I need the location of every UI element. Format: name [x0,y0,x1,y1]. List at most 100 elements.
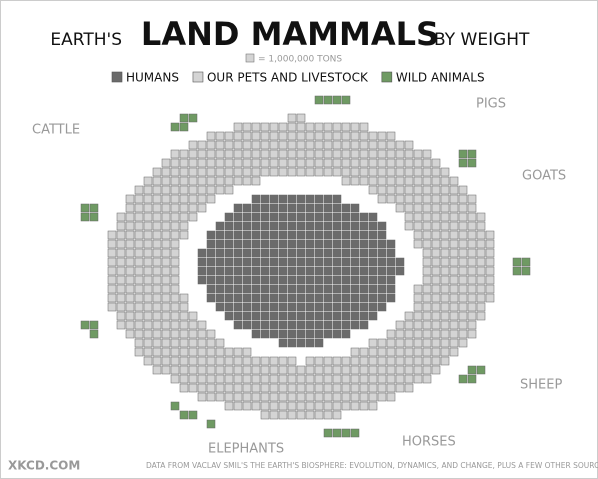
unit-square [161,176,171,186]
unit-square [170,185,180,195]
unit-square [134,203,144,213]
unit-square [161,284,171,294]
unit-square [359,149,369,159]
unit-square [287,410,297,420]
unit-square [179,167,189,177]
unit-square [224,383,234,393]
unit-square [161,248,171,258]
unit-square [107,239,117,249]
unit-square [305,275,315,285]
unit-square [440,176,450,186]
unit-square [287,302,297,312]
unit-square [476,302,486,312]
unit-square [476,311,486,321]
unit-square [188,338,198,348]
unit-square [422,266,432,276]
unit-square [341,257,351,267]
unit-square [242,320,252,330]
unit-square [296,167,306,177]
unit-square [170,293,180,303]
unit-square [341,203,351,213]
unit-square [197,140,207,150]
unit-square [458,293,468,303]
unit-square [170,176,180,186]
unit-square [269,203,279,213]
unit-square [314,374,324,384]
unit-square [107,266,117,276]
unit-square [512,257,522,267]
unit-square [179,194,189,204]
unit-square [233,320,243,330]
unit-square [287,365,297,375]
legend-label: WILD ANIMALS [396,71,485,85]
unit-square [242,347,252,357]
unit-square [350,365,360,375]
unit-square [287,239,297,249]
unit-square [152,329,162,339]
unit-square [431,230,441,240]
unit-square [260,131,270,141]
unit-square [377,140,387,150]
unit-square [179,158,189,168]
unit-square [413,230,423,240]
unit-square [431,221,441,231]
unit-square [323,266,333,276]
unit-square [314,230,324,240]
unit-square [170,194,180,204]
unit-square [440,293,450,303]
unit-square [287,149,297,159]
unit-square [350,284,360,294]
unit-square [296,113,306,123]
unit-square [206,257,216,267]
unit-square [260,140,270,150]
unit-square [341,365,351,375]
annotation: HORSES [402,435,456,450]
unit-square [224,266,234,276]
unit-square [386,131,396,141]
unit-square [287,338,297,348]
unit-square [431,311,441,321]
unit-square [296,311,306,321]
source: DATA FROM VACLAV SMIL'S THE EARTH'S BIOS… [146,461,598,470]
unit-square [215,266,225,276]
unit-square [206,194,216,204]
unit-square [458,374,468,384]
unit-square [332,212,342,222]
unit-square [224,167,234,177]
unit-square [323,203,333,213]
unit-square [359,122,369,132]
unit-square [458,149,468,159]
unit-square [278,392,288,402]
unit-square [197,203,207,213]
unit-square [368,158,378,168]
unit-square [116,320,126,330]
unit-square [314,131,324,141]
unit-square [125,266,135,276]
unit-square [233,275,243,285]
annotation: CATTLE [32,123,80,138]
unit-square [251,122,261,132]
unit-square [278,374,288,384]
unit-square [296,203,306,213]
unit-square [233,203,243,213]
unit-square [341,140,351,150]
unit-square [161,257,171,267]
unit-square [143,257,153,267]
unit-square [215,392,225,402]
unit-square [314,266,324,276]
unit-square [467,257,477,267]
unit-square [206,338,216,348]
unit-square [386,176,396,186]
unit-square [242,311,252,321]
unit-square [314,167,324,177]
unit-square [215,374,225,384]
unit-square [467,239,477,249]
unit-square [431,239,441,249]
unit-square [125,239,135,249]
unit-square [125,212,135,222]
unit-square [359,266,369,276]
unit-square [269,248,279,258]
unit-swatch [245,53,255,63]
unit-square [116,221,126,231]
